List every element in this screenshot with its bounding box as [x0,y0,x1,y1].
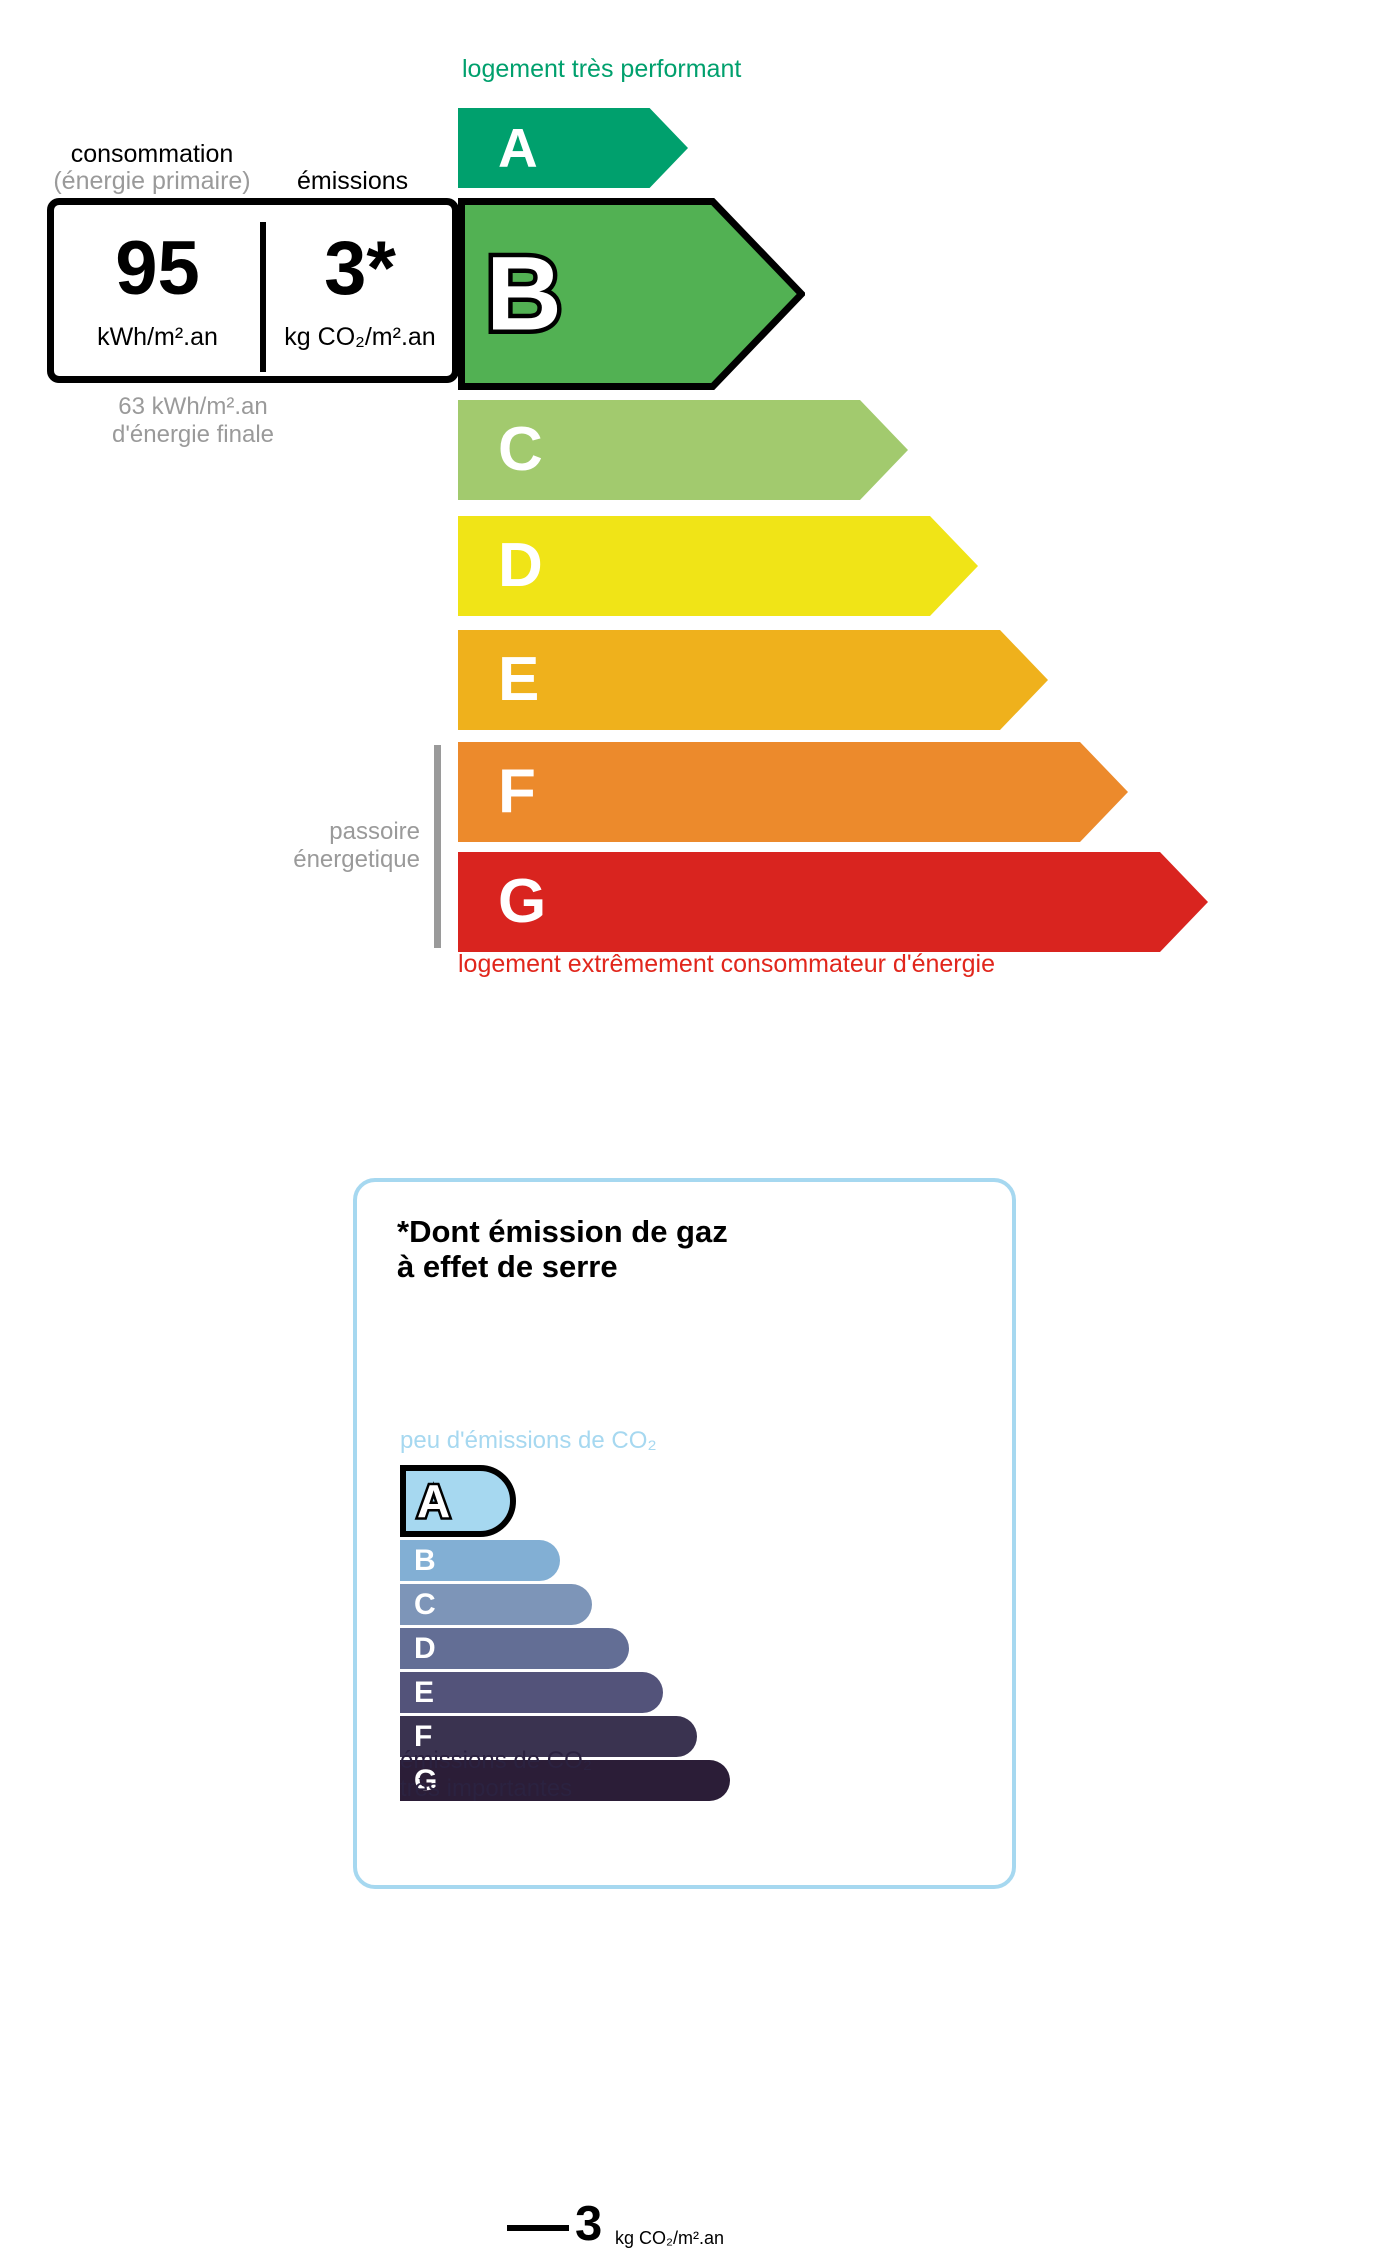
co2-panel-title: *Dont émission de gaz à effet de serre [397,1214,728,1284]
energy-class-bar-e: E [458,630,1048,730]
co2-class-letter-c: C [414,1587,436,1621]
co2-class-bar-b: B [400,1540,730,1581]
co2-class-letter-d: D [414,1631,436,1665]
co2-class-bar-c: C [400,1584,730,1625]
co2-top-caption: peu d'émissions de CO₂ [400,1427,657,1454]
energy-class-bar-g: G [458,852,1208,952]
passoire-label: passoire énergetique [270,818,420,875]
passoire-label-line2: énergetique [293,846,420,874]
energy-class-arrow-g: G [458,852,1208,952]
co2-bottom-caption-line1: émissions de CO₂ [400,1747,593,1774]
co2-panel-title-line1: *Dont émission de gaz [397,1214,728,1249]
energy-class-arrow-f: F [458,742,1128,842]
co2-bottom-caption: émissions de CO₂ très importantes [400,1747,592,1803]
energy-performance-label: logement très performant consommation (é… [0,0,1380,1030]
emissions-value: 3* [324,226,396,311]
energy-class-letter-a: A [498,116,538,179]
energy-class-arrow-d: D [458,516,978,616]
consumption-header-title: consommation [70,140,234,168]
value-box: 95 kWh/m².an 3* kg CO₂/m².an [47,198,459,383]
co2-class-bar-e: E [400,1672,730,1713]
co2-class-letter-b: B [414,1543,436,1577]
energy-class-arrow-c: C [458,400,908,500]
passoire-label-line1: passoire [329,818,420,845]
energy-class-arrow-e: E [458,630,1048,730]
passoire-marker-line [434,745,441,948]
co2-class-bar-d: D [400,1628,730,1669]
co2-class-letter-g: G [414,1763,438,1797]
energy-class-bar-b: B [458,198,805,390]
co2-class-bar-a: A [400,1465,730,1537]
energy-class-letter-e: E [498,645,540,714]
emissions-value-cell: 3* kg CO₂/m².an [261,205,459,376]
consumption-value: 95 [115,226,200,311]
co2-class-letter-a: A [414,1475,452,1527]
emissions-unit: kg CO₂/m².an [284,323,436,351]
co2-bottom-caption-line2: très importantes [400,1774,573,1802]
co2-panel-title-line2: à effet de serre [397,1249,618,1285]
consumption-header: consommation (énergie primaire) [52,141,252,195]
consumption-unit: kWh/m².an [97,323,218,351]
co2-class-letter-e: E [414,1675,435,1709]
co2-value-unit: kg CO₂/m².an [615,2228,725,2248]
co2-emissions-panel: *Dont émission de gaz à effet de serre p… [353,1178,1016,2249]
co2-value-connector [507,2225,569,2231]
energy-class-letter-g: G [498,867,547,936]
value-cell-divider [260,222,266,372]
energy-class-arrow-b: B [458,198,805,390]
energy-top-caption: logement très performant [462,55,742,83]
energy-class-letter-b: B [482,235,567,353]
energy-class-bar-c: C [458,400,908,500]
final-energy-value: 63 kWh/m².an [118,393,268,420]
energy-class-bar-a: A [458,108,688,188]
co2-class-bar-f: F [400,1716,730,1757]
co2-value: 3 [575,2197,603,2251]
energy-class-letter-c: C [498,415,543,484]
co2-class-bar-g: G [400,1760,730,1801]
energy-class-bar-f: F [458,742,1128,842]
energy-bottom-caption: logement extrêmement consommateur d'éner… [458,950,995,978]
energy-class-bar-d: D [458,516,978,616]
energy-class-arrow-a: A [458,108,688,188]
final-energy-note: 63 kWh/m².an d'énergie finale [68,393,318,450]
consumption-header-subtitle: (énergie primaire) [53,167,251,195]
emissions-header: émissions [297,167,409,195]
final-energy-label: d'énergie finale [111,421,275,449]
consumption-value-cell: 95 kWh/m².an [54,205,261,376]
co2-class-letter-f: F [414,1719,433,1753]
energy-class-letter-f: F [498,757,536,826]
energy-class-letter-d: D [498,531,543,600]
